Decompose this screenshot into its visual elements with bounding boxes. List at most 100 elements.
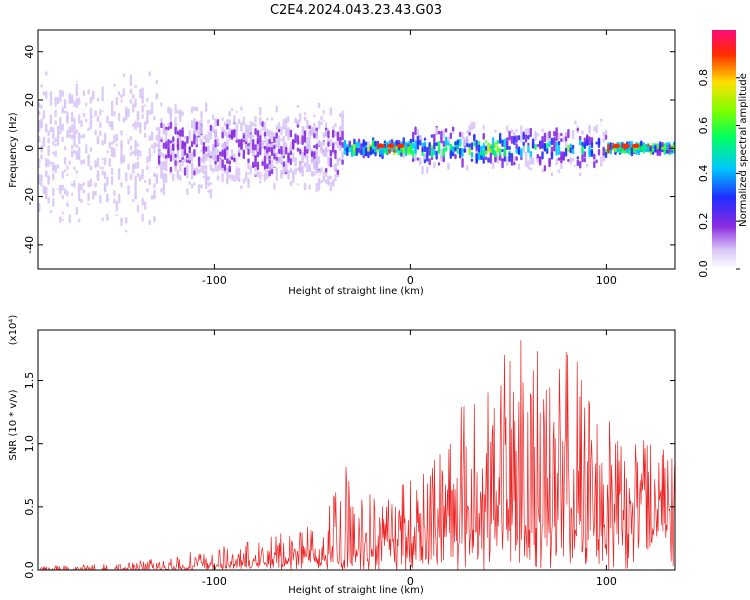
heatmap-cell xyxy=(602,138,605,144)
heatmap-cell xyxy=(96,90,100,97)
heatmap-cell xyxy=(470,151,474,158)
heatmap-cell xyxy=(273,118,276,125)
heatmap-cell xyxy=(303,124,307,131)
heatmap-cell xyxy=(165,104,168,109)
heatmap-cell xyxy=(256,143,260,152)
heatmap-cell xyxy=(334,173,337,182)
heatmap-cell xyxy=(94,80,97,89)
heatmap-cell xyxy=(113,143,116,147)
heatmap-cell xyxy=(45,190,48,200)
heatmap-cell xyxy=(54,109,57,118)
heatmap-cell xyxy=(143,180,147,184)
heatmap-peak xyxy=(612,143,621,149)
heatmap-cell xyxy=(228,127,231,134)
heatmap-cell xyxy=(334,162,337,168)
heatmap-cell xyxy=(190,119,194,129)
heatmap-cell xyxy=(82,90,86,98)
heatmap-cell xyxy=(310,170,314,177)
heatmap-cell xyxy=(524,134,528,143)
heatmap-cell xyxy=(581,130,584,135)
heatmap-cell xyxy=(167,126,170,131)
heatmap-cell xyxy=(315,143,318,151)
heatmap-cell xyxy=(157,140,161,151)
heatmap-cell xyxy=(597,140,601,148)
heatmap-cell xyxy=(59,39,62,44)
heatmap-cell xyxy=(313,158,316,168)
heatmap-cell xyxy=(59,89,62,95)
heatmap-cell xyxy=(190,183,194,189)
heatmap-cell xyxy=(329,149,333,157)
heatmap-cell xyxy=(120,130,123,136)
heatmap-cell xyxy=(73,69,76,78)
heatmap-cell xyxy=(510,135,514,144)
heatmap-cell xyxy=(63,169,67,173)
heatmap-cell xyxy=(553,137,556,142)
heatmap-cell xyxy=(160,122,163,129)
heatmap-cell xyxy=(315,182,318,193)
heatmap-cell xyxy=(174,165,177,172)
heatmap-cell xyxy=(141,197,144,206)
heatmap-cell xyxy=(99,60,102,64)
heatmap-cell xyxy=(374,145,377,153)
heatmap-cell xyxy=(261,121,264,128)
heatmap-cell xyxy=(289,110,293,116)
heatmap-cell xyxy=(77,146,81,156)
heatmap-cell xyxy=(134,139,137,147)
heatmap-cell xyxy=(146,75,149,84)
heatmap-cell xyxy=(647,146,650,153)
heatmap-cell xyxy=(541,151,544,160)
heatmap-cell xyxy=(94,203,97,208)
heatmap-cell xyxy=(270,130,274,141)
heatmap-cell xyxy=(59,57,62,65)
heatmap-cell xyxy=(38,206,41,213)
heatmap-cell xyxy=(186,121,189,128)
heatmap-cell xyxy=(296,104,300,109)
heatmap-cell xyxy=(94,182,97,188)
heatmap-cell xyxy=(103,209,107,215)
heatmap-cell xyxy=(99,153,102,163)
heatmap-cell xyxy=(99,194,102,204)
heatmap-cell xyxy=(294,133,297,144)
heatmap-cell xyxy=(134,182,137,192)
heatmap-cell xyxy=(261,108,264,117)
heatmap-cell xyxy=(555,132,558,142)
heatmap-cell xyxy=(54,96,57,103)
heatmap-cell xyxy=(193,167,196,172)
heatmap-cell xyxy=(155,93,158,100)
heatmap-cell xyxy=(543,165,547,172)
heatmap-cell xyxy=(186,188,189,196)
heatmap-cell xyxy=(96,125,100,133)
heatmap-y-tick-label: 40 xyxy=(23,45,36,59)
heatmap-cell xyxy=(61,123,64,131)
heatmap-cell xyxy=(63,138,67,146)
heatmap-cell xyxy=(212,114,215,121)
heatmap-cell xyxy=(371,139,375,150)
heatmap-cell xyxy=(256,171,260,178)
heatmap-cell xyxy=(515,135,518,143)
heatmap-cell xyxy=(329,131,333,137)
heatmap-cell xyxy=(280,179,283,189)
heatmap-cell xyxy=(595,141,598,145)
heatmap-cell xyxy=(73,166,76,171)
heatmap-cell xyxy=(136,161,140,169)
heatmap-cell xyxy=(197,173,201,180)
heatmap-cell xyxy=(132,164,135,174)
heatmap-cell xyxy=(576,159,580,167)
heatmap-cell xyxy=(87,89,90,95)
heatmap-cell xyxy=(313,151,316,162)
heatmap-cell xyxy=(96,157,100,167)
heatmap-cell xyxy=(287,152,290,161)
heatmap-cell xyxy=(301,135,304,146)
heatmap-cell xyxy=(416,128,420,139)
heatmap-cell xyxy=(179,163,182,172)
heatmap-cell xyxy=(181,148,184,158)
heatmap-cell xyxy=(212,131,215,139)
heatmap-cell xyxy=(125,142,128,148)
heatmap-cell xyxy=(47,130,50,137)
heatmap-cell xyxy=(334,141,337,146)
heatmap-cell xyxy=(56,133,60,140)
heatmap-cell xyxy=(122,41,126,50)
heatmap-cell xyxy=(61,136,64,143)
heatmap-cell xyxy=(190,162,194,169)
heatmap-cell xyxy=(473,121,476,129)
